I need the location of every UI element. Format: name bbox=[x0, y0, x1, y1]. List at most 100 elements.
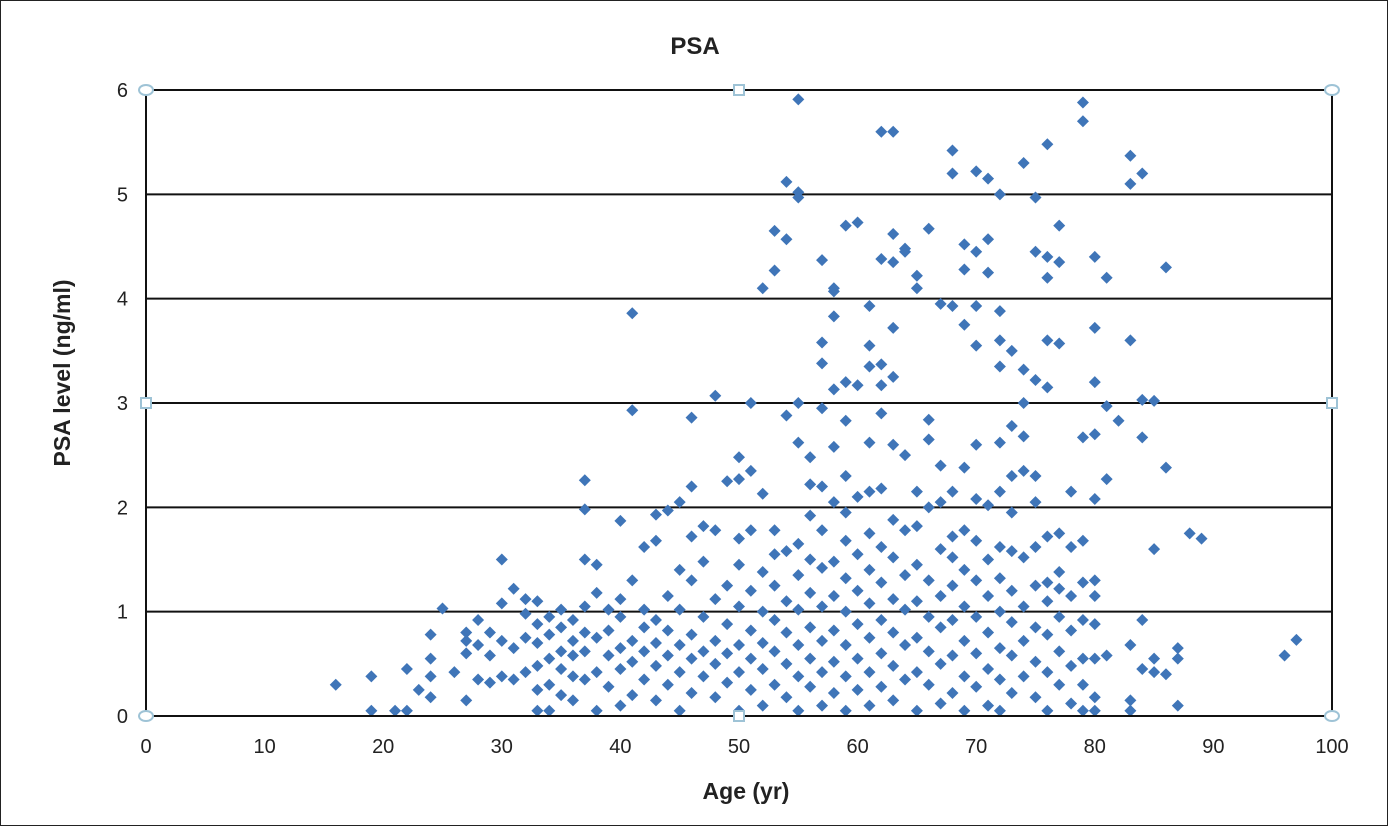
data-point bbox=[1029, 496, 1042, 509]
corner-resize-handle[interactable] bbox=[1324, 710, 1340, 722]
data-point bbox=[1041, 334, 1054, 347]
data-point bbox=[899, 673, 912, 686]
data-point bbox=[780, 595, 793, 608]
data-point bbox=[756, 566, 769, 579]
data-point bbox=[946, 579, 959, 592]
corner-resize-handle[interactable] bbox=[138, 84, 154, 96]
data-point bbox=[863, 360, 876, 373]
data-point bbox=[460, 694, 473, 707]
data-point bbox=[946, 299, 959, 312]
corner-resize-handle[interactable] bbox=[138, 710, 154, 722]
data-point bbox=[626, 634, 639, 647]
data-point bbox=[1065, 540, 1078, 553]
data-point bbox=[934, 621, 947, 634]
data-point bbox=[733, 558, 745, 571]
selection-handles[interactable] bbox=[138, 84, 1340, 722]
data-point bbox=[827, 687, 840, 700]
chart-title: PSA bbox=[670, 33, 719, 60]
data-point bbox=[626, 574, 639, 587]
data-point bbox=[970, 438, 983, 451]
corner-resize-handle[interactable] bbox=[1324, 84, 1340, 96]
data-point bbox=[1005, 419, 1018, 432]
data-point bbox=[400, 704, 413, 717]
data-point bbox=[970, 339, 983, 352]
data-point bbox=[910, 666, 923, 679]
data-point bbox=[768, 224, 781, 237]
data-point bbox=[590, 558, 603, 571]
data-point bbox=[1088, 492, 1101, 505]
data-point bbox=[638, 603, 651, 616]
data-point bbox=[993, 334, 1006, 347]
data-point bbox=[721, 647, 734, 660]
data-point bbox=[922, 678, 935, 691]
data-point bbox=[887, 256, 900, 269]
data-point bbox=[578, 600, 591, 613]
data-point bbox=[863, 436, 876, 449]
data-point bbox=[863, 563, 876, 576]
data-point bbox=[578, 673, 591, 686]
edge-resize-handle[interactable] bbox=[1326, 397, 1338, 409]
x-tick-label: 40 bbox=[609, 736, 631, 758]
data-point bbox=[946, 551, 959, 564]
data-point bbox=[614, 593, 627, 606]
data-point bbox=[590, 586, 603, 599]
y-tick-label: 4 bbox=[117, 289, 128, 311]
data-point bbox=[1076, 704, 1089, 717]
edge-resize-handle[interactable] bbox=[140, 397, 152, 409]
data-point bbox=[875, 125, 888, 138]
data-point bbox=[661, 649, 674, 662]
data-point bbox=[555, 621, 568, 634]
data-point bbox=[578, 503, 591, 516]
data-point bbox=[685, 652, 698, 665]
data-point bbox=[1029, 655, 1042, 668]
data-point bbox=[1100, 649, 1113, 662]
data-point bbox=[649, 614, 662, 627]
data-point bbox=[709, 524, 722, 537]
data-point bbox=[543, 704, 556, 717]
data-point bbox=[816, 666, 829, 679]
data-point bbox=[697, 520, 710, 533]
data-point bbox=[566, 694, 579, 707]
data-point bbox=[673, 704, 686, 717]
data-point bbox=[1278, 649, 1291, 662]
y-tick-label: 6 bbox=[117, 80, 128, 102]
data-point bbox=[816, 561, 829, 574]
data-point bbox=[922, 413, 935, 426]
data-point bbox=[816, 402, 829, 415]
data-point bbox=[804, 451, 817, 464]
data-point bbox=[507, 582, 520, 595]
data-point bbox=[1005, 344, 1018, 357]
data-point bbox=[780, 175, 793, 188]
data-point bbox=[1017, 430, 1030, 443]
x-tick-labels: 0 10 20 30 40 50 60 70 80 90 100 bbox=[140, 736, 1348, 758]
data-point bbox=[1065, 590, 1078, 603]
data-point bbox=[1029, 540, 1042, 553]
data-point bbox=[851, 490, 864, 503]
data-point bbox=[685, 530, 698, 543]
data-point bbox=[566, 670, 579, 683]
data-point bbox=[768, 645, 781, 658]
data-point bbox=[578, 553, 591, 566]
y-tick-label: 1 bbox=[117, 602, 128, 624]
data-point bbox=[1183, 527, 1196, 540]
data-point bbox=[1088, 618, 1101, 631]
edge-resize-handle[interactable] bbox=[733, 710, 745, 722]
data-point bbox=[887, 659, 900, 672]
data-point bbox=[780, 409, 793, 422]
data-point bbox=[472, 673, 485, 686]
data-point bbox=[970, 492, 983, 505]
edge-resize-handle[interactable] bbox=[733, 84, 745, 96]
data-point bbox=[1053, 337, 1066, 350]
data-point bbox=[827, 440, 840, 453]
data-point bbox=[424, 691, 437, 704]
data-point bbox=[590, 631, 603, 644]
data-point bbox=[1017, 157, 1030, 170]
data-point bbox=[851, 683, 864, 696]
data-point bbox=[827, 383, 840, 396]
y-tick-label: 2 bbox=[117, 497, 128, 519]
data-point bbox=[1088, 574, 1101, 587]
data-point bbox=[721, 676, 734, 689]
y-tick-labels: 0 1 2 3 4 5 6 bbox=[117, 80, 128, 728]
data-point bbox=[365, 704, 378, 717]
